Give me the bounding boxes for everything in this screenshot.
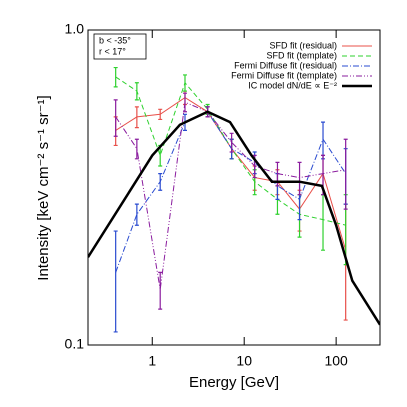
error-bar [321,194,326,251]
legend-label: SFD fit (template) [266,50,337,60]
series-line [115,76,346,226]
error-bar [182,74,187,92]
error-bar [229,132,234,153]
annotation: b < -35° [99,35,131,45]
y-axis-label: Intensity [keV cm⁻² s⁻¹ sr⁻¹] [35,95,52,280]
y-tick-label: 1.0 [65,21,85,37]
error-bar [134,106,139,129]
error-bar [113,230,118,333]
error-bar [134,203,139,226]
error-bar [158,173,163,191]
plot-area [88,66,380,333]
plot-frame [87,29,381,346]
annotation: r < 17° [99,46,126,56]
error-bar [182,92,187,113]
x-axis-label: Energy [GeV] [189,374,279,391]
error-bar [297,161,302,196]
x-tick-label: 10 [236,353,252,369]
y-tick-label: 0.1 [65,336,85,352]
x-tick-label: 1 [148,353,156,369]
error-bar [134,138,139,160]
series-line [88,110,380,326]
legend-label: IC model dN/dE ∝ E⁻² [248,80,337,90]
error-bar [343,138,348,210]
legend-label: Fermi Diffuse fit (residual) [234,60,337,70]
error-bar [113,99,118,137]
annotation-box [93,33,147,60]
legend-label: Fermi Diffuse fit (template) [231,70,337,80]
series-line [115,101,346,290]
x-tick-label: 100 [324,353,348,369]
error-bar [134,82,139,101]
legend-label: SFD fit (residual) [269,40,337,50]
error-bar [158,271,163,310]
error-bar [158,108,163,121]
error-bar [113,66,118,88]
